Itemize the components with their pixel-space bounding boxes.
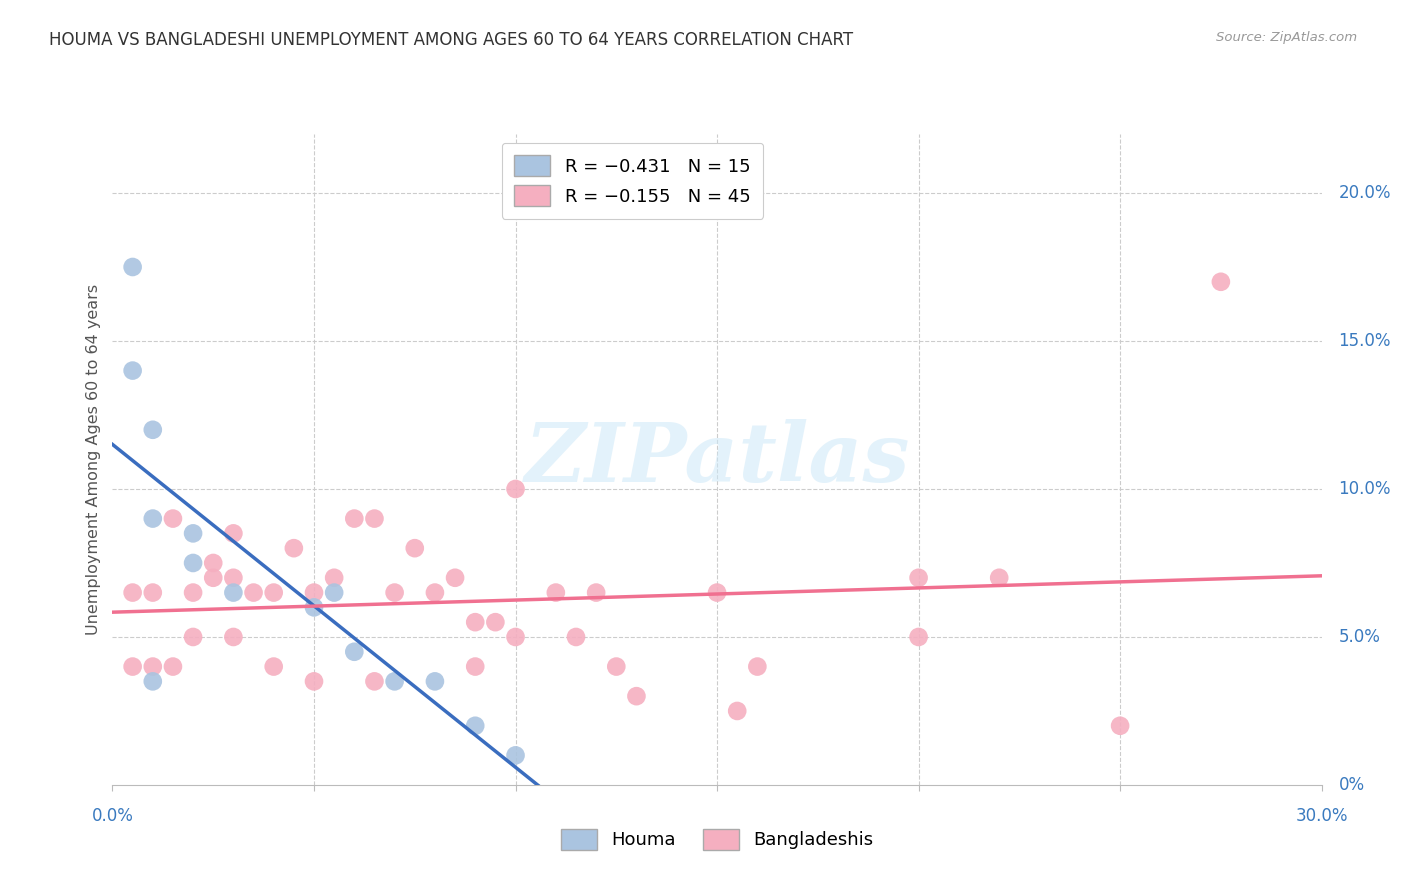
Point [423,674,446,689]
Point [505,482,527,496]
Point [242,585,264,599]
Point [142,659,165,673]
Point [142,674,165,689]
Point [181,585,204,599]
Point [565,630,588,644]
Point [142,423,165,437]
Point [907,571,929,585]
Point [181,526,204,541]
Text: 5.0%: 5.0% [1339,628,1381,646]
Point [263,659,285,673]
Point [323,571,346,585]
Point [343,511,366,525]
Point [626,689,648,703]
Point [263,585,285,599]
Point [464,615,486,630]
Point [181,556,204,570]
Point [505,630,527,644]
Point [222,571,245,585]
Point [423,585,446,599]
Point [907,630,929,644]
Point [404,541,426,556]
Y-axis label: Unemployment Among Ages 60 to 64 years: Unemployment Among Ages 60 to 64 years [86,284,101,635]
Point [222,585,245,599]
Point [384,674,406,689]
Point [484,615,506,630]
Point [363,511,385,525]
Text: 0%: 0% [1339,776,1365,794]
Point [302,600,325,615]
Text: 15.0%: 15.0% [1339,332,1391,350]
Point [444,571,467,585]
Legend: Houma, Bangladeshis: Houma, Bangladeshis [550,818,884,861]
Point [202,556,225,570]
Point [505,748,527,763]
Point [142,585,165,599]
Point [343,645,366,659]
Point [988,571,1011,585]
Point [464,719,486,733]
Point [162,659,184,673]
Text: 30.0%: 30.0% [1295,807,1348,825]
Point [544,585,567,599]
Point [384,585,406,599]
Text: Source: ZipAtlas.com: Source: ZipAtlas.com [1216,31,1357,45]
Point [1109,719,1132,733]
Point [464,659,486,673]
Point [1209,275,1232,289]
Point [181,630,204,644]
Point [121,659,143,673]
Point [142,511,165,525]
Text: HOUMA VS BANGLADESHI UNEMPLOYMENT AMONG AGES 60 TO 64 YEARS CORRELATION CHART: HOUMA VS BANGLADESHI UNEMPLOYMENT AMONG … [49,31,853,49]
Point [222,630,245,644]
Point [222,526,245,541]
Point [283,541,305,556]
Point [121,260,143,274]
Point [162,511,184,525]
Text: ZIPatlas: ZIPatlas [524,419,910,500]
Point [302,585,325,599]
Point [121,585,143,599]
Point [363,674,385,689]
Point [121,363,143,377]
Text: 20.0%: 20.0% [1339,184,1391,202]
Point [585,585,607,599]
Point [202,571,225,585]
Point [302,674,325,689]
Text: 0.0%: 0.0% [91,807,134,825]
Point [323,585,346,599]
Text: 10.0%: 10.0% [1339,480,1391,498]
Point [605,659,627,673]
Point [725,704,748,718]
Point [706,585,728,599]
Point [747,659,769,673]
